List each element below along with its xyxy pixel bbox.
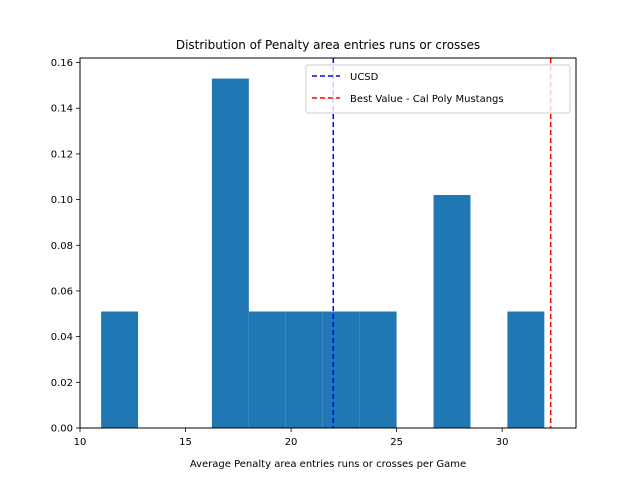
legend-best-value-label: Best Value - Cal Poly Mustangs bbox=[350, 94, 504, 105]
x-tick-label: 15 bbox=[179, 437, 192, 448]
y-tick-label: 0.12 bbox=[51, 149, 73, 160]
x-axis-title: Average Penalty area entries runs or cro… bbox=[190, 459, 466, 470]
bars-group bbox=[101, 78, 545, 429]
histogram-bar bbox=[248, 311, 286, 428]
x-axis-ticks: 10 15 20 25 30 bbox=[74, 428, 509, 448]
y-tick-label: 0.04 bbox=[51, 332, 73, 343]
legend-box bbox=[305, 64, 571, 114]
reference-lines-group bbox=[332, 58, 552, 428]
y-tick-label: 0.08 bbox=[51, 241, 73, 252]
histogram-bar bbox=[433, 195, 471, 428]
x-tick-label: 30 bbox=[496, 437, 509, 448]
legend: UCSD Best Value - Cal Poly Mustangs bbox=[305, 64, 571, 114]
legend-ucsd-label: UCSD bbox=[350, 72, 379, 83]
y-tick-label: 0.06 bbox=[51, 286, 73, 297]
y-tick-label: 0.10 bbox=[51, 195, 73, 206]
histogram-bar bbox=[211, 78, 249, 429]
x-tick-label: 20 bbox=[285, 437, 298, 448]
y-tick-label: 0.16 bbox=[51, 58, 73, 69]
histogram-bar bbox=[285, 311, 323, 428]
y-tick-label: 0.00 bbox=[51, 424, 73, 435]
y-axis-ticks: 0.00 0.02 0.04 0.06 0.08 0.10 0.12 0.14 0.16 bbox=[51, 58, 80, 435]
histogram-bar bbox=[359, 311, 397, 428]
chart-title: Distribution of Penalty area entries run… bbox=[176, 38, 480, 52]
x-tick-label: 10 bbox=[74, 437, 87, 448]
y-tick-label: 0.14 bbox=[51, 104, 73, 115]
y-tick-label: 0.02 bbox=[51, 378, 73, 389]
histogram-bar bbox=[322, 311, 360, 428]
histogram-bar bbox=[507, 311, 545, 428]
histogram-bar bbox=[101, 311, 139, 428]
plot-frame bbox=[79, 57, 577, 429]
x-tick-label: 25 bbox=[390, 437, 403, 448]
